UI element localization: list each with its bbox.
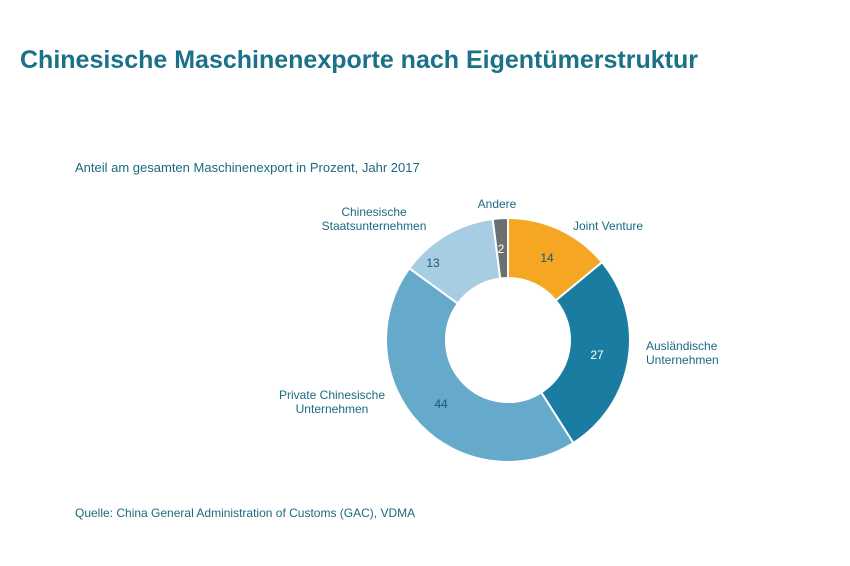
slice-private-chinesische-unternehmen <box>385 266 575 463</box>
value-label-private-chinesische-unternehmen: 44 <box>434 397 448 411</box>
slice-andere <box>491 216 509 280</box>
category-label-andere: Andere <box>478 197 517 211</box>
category-label-auslaendische-unternehmen: Ausländische Unternehmen <box>646 339 719 367</box>
value-label-joint-venture: 14 <box>540 251 554 265</box>
value-label-chinesische-staatsunternehmen: 13 <box>426 256 440 270</box>
value-label-auslaendische-unternehmen: 27 <box>590 348 604 362</box>
chart-title: Chinesische Maschinenexporte nach Eigent… <box>20 46 698 74</box>
value-label-andere: 2 <box>498 242 505 256</box>
category-label-private-chinesische-unternehmen: Private Chinesische Unternehmen <box>279 388 385 416</box>
category-label-joint-venture: Joint Venture <box>573 219 643 233</box>
category-label-chinesische-staatsunternehmen: Chinesische Staatsunternehmen <box>322 205 427 233</box>
chart-source: Quelle: China General Administration of … <box>75 506 416 520</box>
slice-auslaendische-unternehmen <box>539 260 631 445</box>
chart-subtitle: Anteil am gesamten Maschinenexport in Pr… <box>75 160 420 175</box>
